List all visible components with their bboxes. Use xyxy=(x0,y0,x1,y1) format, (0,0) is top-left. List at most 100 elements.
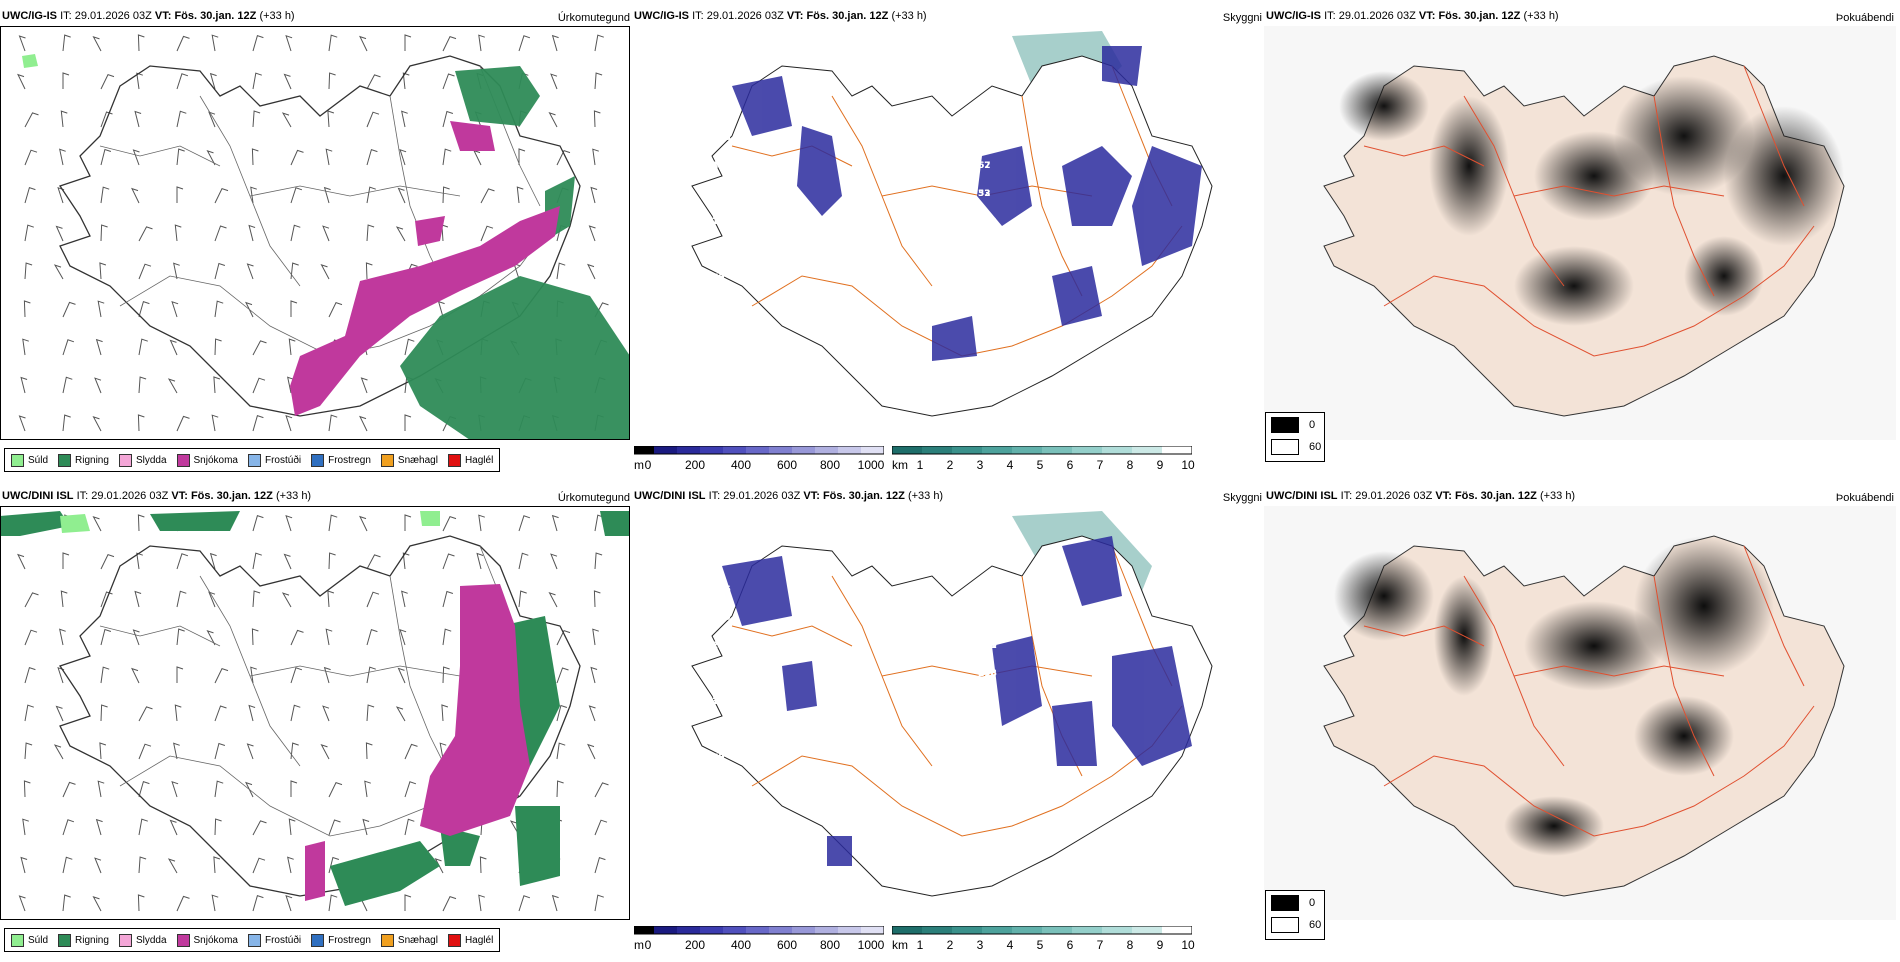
visibility-label: 71 xyxy=(978,133,991,143)
panel-title: Úrkomutegund xyxy=(557,492,630,504)
visibility-label: 131 xyxy=(978,529,997,539)
road-line xyxy=(1743,65,1805,207)
legend-label: Snæhagl xyxy=(397,934,438,946)
vt-label: VT: xyxy=(171,490,188,502)
visibility-label: 62 xyxy=(978,161,991,171)
road-line xyxy=(1653,575,1715,777)
visibility-label: 102 xyxy=(978,217,997,227)
tick-label: 0 xyxy=(644,938,652,952)
panel-visibility-ig: UWC/IG-IS IT: 29.01.2026 03Z VT: Fös. 30… xyxy=(632,10,1264,482)
vt-value: Fös. 30.jan. 12Z xyxy=(174,10,257,22)
visibility-label: 406 xyxy=(978,77,997,87)
tick-label: 5 xyxy=(1036,938,1044,952)
visibility-label: 62 xyxy=(712,357,725,367)
fog-legend-white: 60 xyxy=(1271,439,1321,455)
visibility-label: 335 xyxy=(978,697,997,707)
visibility-label: 452 xyxy=(978,613,997,623)
wind-barb xyxy=(209,72,217,90)
wind-barb xyxy=(252,72,262,90)
wind-barb xyxy=(592,148,599,166)
it-value: 29.01.2026 03Z xyxy=(706,10,784,22)
wind-barb xyxy=(22,818,29,836)
visibility-label: 64 xyxy=(978,357,991,367)
visibility-label: 333 xyxy=(978,725,997,735)
legend-label: Frostúði xyxy=(264,454,302,466)
visibility-label: 133 xyxy=(712,557,731,567)
colorbar-unit: km xyxy=(892,458,908,472)
wind-barb xyxy=(60,590,68,608)
wind-barb xyxy=(366,111,380,128)
legend-label: Haglél xyxy=(464,454,494,466)
visibility-label: 89 xyxy=(978,809,991,819)
wind-barb xyxy=(208,591,216,608)
visibility-label: 708 xyxy=(712,641,731,651)
fog-legend-bottom: 0 60 xyxy=(1265,890,1325,940)
wind-barb xyxy=(478,894,485,912)
visibility-label: 159 xyxy=(978,105,997,115)
wind-barb xyxy=(518,590,527,608)
wind-barb xyxy=(214,705,227,722)
swatch xyxy=(58,453,72,467)
wind-barb xyxy=(134,590,142,608)
visibility-label: 425 xyxy=(712,77,731,87)
wind-barb xyxy=(442,186,450,204)
lead-time: (+33 h) xyxy=(907,490,944,502)
wind-barb xyxy=(138,856,147,874)
wind-barb xyxy=(24,629,38,646)
it-label: IT: xyxy=(692,10,704,22)
wind-barb xyxy=(100,666,110,684)
wind-barb xyxy=(62,819,75,836)
wind-barb xyxy=(362,818,370,836)
it-value: 29.01.2026 03Z xyxy=(74,10,152,22)
wind-barb xyxy=(176,110,187,128)
wind-barb xyxy=(518,148,526,165)
visibility-label: 23 xyxy=(978,529,991,539)
wind-barb xyxy=(404,894,412,911)
model-name: UWC/IG-IS xyxy=(1266,10,1321,22)
wind-barb xyxy=(587,263,596,280)
wind-barb xyxy=(18,895,26,912)
it-label: IT: xyxy=(1324,10,1336,22)
road-line xyxy=(1363,625,1485,647)
wind-barb xyxy=(95,818,103,836)
wind-barb xyxy=(442,895,457,912)
wind-barb xyxy=(556,704,568,722)
visibility-label: 32 xyxy=(978,301,991,311)
wind-barb xyxy=(62,339,75,356)
swatch xyxy=(380,933,394,947)
wind-barb xyxy=(594,856,606,874)
road-line xyxy=(881,665,1093,677)
wind-barb xyxy=(328,34,338,52)
visibility-label: 178 xyxy=(712,133,731,143)
legend-item-frostudi: Frostúði xyxy=(247,933,301,947)
wind-barb xyxy=(328,414,338,432)
road-line xyxy=(1363,145,1485,167)
wind-barb xyxy=(252,857,266,874)
wind-barb xyxy=(548,592,558,608)
wind-barb xyxy=(402,552,410,570)
wind-barb xyxy=(174,704,182,722)
wind-barb xyxy=(176,148,185,166)
colorbar-height-bar xyxy=(634,446,884,455)
panel-title: Þokuábendi xyxy=(1835,492,1894,504)
wind-barb xyxy=(138,706,153,722)
wind-barb xyxy=(548,112,558,128)
wind-barb xyxy=(365,742,373,760)
fog-map xyxy=(1264,506,1896,920)
map-canvas-fog-1 xyxy=(1264,26,1896,440)
wind-barb xyxy=(62,552,70,569)
wind-barb xyxy=(92,896,102,912)
fog-legend-black: 0 xyxy=(1271,417,1315,433)
wind-barb xyxy=(24,112,39,128)
wind-barb xyxy=(404,414,412,431)
wind-barb xyxy=(59,148,66,166)
wind-barb xyxy=(442,148,452,166)
wind-barb xyxy=(518,895,531,912)
wind-barb xyxy=(138,263,152,280)
swatch xyxy=(447,453,461,467)
wind-barb xyxy=(551,514,559,532)
lead-time: (+33 h) xyxy=(259,10,295,22)
visibility-label: 72 xyxy=(978,837,991,847)
vt-value: Fös. 30.jan. 12Z xyxy=(190,490,273,502)
wind-barb xyxy=(167,378,178,394)
